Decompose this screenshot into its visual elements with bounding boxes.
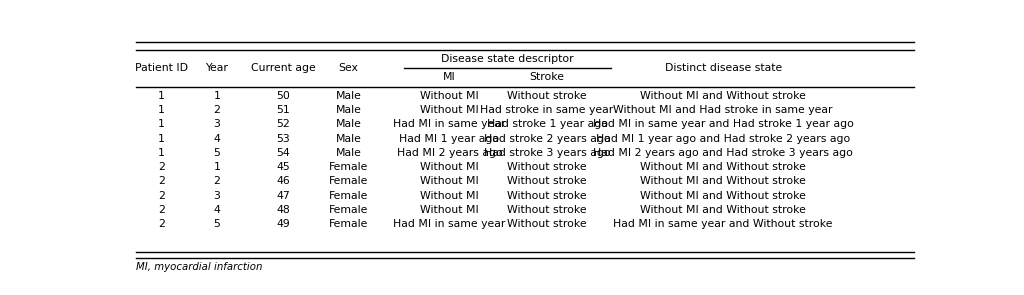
- Text: 1: 1: [158, 134, 165, 144]
- Text: Without MI and Without stroke: Without MI and Without stroke: [640, 176, 806, 186]
- Text: 1: 1: [158, 119, 165, 129]
- Text: 53: 53: [276, 134, 291, 144]
- Text: Without MI and Without stroke: Without MI and Without stroke: [640, 162, 806, 172]
- Text: Male: Male: [336, 148, 361, 158]
- Text: Without stroke: Without stroke: [507, 162, 587, 172]
- Text: 1: 1: [213, 162, 220, 172]
- Text: 51: 51: [276, 105, 291, 115]
- Text: Had MI 1 year ago and Had stroke 2 years ago: Had MI 1 year ago and Had stroke 2 years…: [596, 134, 850, 144]
- Text: Female: Female: [329, 191, 369, 201]
- Text: Had MI in same year: Had MI in same year: [393, 219, 506, 230]
- Text: Had stroke 1 year ago: Had stroke 1 year ago: [486, 119, 607, 129]
- Text: 3: 3: [213, 191, 220, 201]
- Text: Current age: Current age: [251, 63, 316, 73]
- Text: Disease state descriptor: Disease state descriptor: [441, 54, 573, 64]
- Text: Without stroke: Without stroke: [507, 91, 587, 101]
- Text: Year: Year: [206, 63, 228, 73]
- Text: Female: Female: [329, 219, 369, 230]
- Text: 2: 2: [158, 191, 165, 201]
- Text: 2: 2: [158, 219, 165, 230]
- Text: Male: Male: [336, 134, 361, 144]
- Text: Had MI 2 years ago: Had MI 2 years ago: [396, 148, 503, 158]
- Text: 1: 1: [213, 91, 220, 101]
- Text: 45: 45: [276, 162, 291, 172]
- Text: Female: Female: [329, 176, 369, 186]
- Text: Female: Female: [329, 205, 369, 215]
- Text: Had MI in same year: Had MI in same year: [393, 119, 506, 129]
- Text: 46: 46: [276, 176, 291, 186]
- Text: 47: 47: [276, 191, 291, 201]
- Text: Patient ID: Patient ID: [135, 63, 187, 73]
- Text: Without MI and Had stroke in same year: Without MI and Had stroke in same year: [613, 105, 833, 115]
- Text: 5: 5: [213, 219, 220, 230]
- Text: 54: 54: [276, 148, 291, 158]
- Text: Without MI: Without MI: [420, 205, 479, 215]
- Text: Sex: Sex: [339, 63, 358, 73]
- Text: 4: 4: [213, 205, 220, 215]
- Text: Had stroke 3 years ago: Had stroke 3 years ago: [483, 148, 610, 158]
- Text: Had stroke in same year: Had stroke in same year: [480, 105, 613, 115]
- Text: Had MI in same year and Had stroke 1 year ago: Had MI in same year and Had stroke 1 yea…: [593, 119, 854, 129]
- Text: Had stroke 2 years ago: Had stroke 2 years ago: [483, 134, 610, 144]
- Text: 3: 3: [213, 119, 220, 129]
- Text: MI, myocardial infarction: MI, myocardial infarction: [136, 262, 262, 272]
- Text: Without stroke: Without stroke: [507, 176, 587, 186]
- Text: Distinct disease state: Distinct disease state: [665, 63, 782, 73]
- Text: MI: MI: [443, 73, 456, 82]
- Text: Female: Female: [329, 162, 369, 172]
- Text: 5: 5: [213, 148, 220, 158]
- Text: Had MI 1 year ago: Had MI 1 year ago: [399, 134, 500, 144]
- Text: Without MI and Without stroke: Without MI and Without stroke: [640, 205, 806, 215]
- Text: Without stroke: Without stroke: [507, 219, 587, 230]
- Text: 4: 4: [213, 134, 220, 144]
- Text: 49: 49: [276, 219, 291, 230]
- Text: 50: 50: [276, 91, 291, 101]
- Text: Male: Male: [336, 105, 361, 115]
- Text: Had MI in same year and Without stroke: Had MI in same year and Without stroke: [613, 219, 833, 230]
- Text: Without MI: Without MI: [420, 91, 479, 101]
- Text: 1: 1: [158, 91, 165, 101]
- Text: 48: 48: [276, 205, 291, 215]
- Text: Without MI: Without MI: [420, 162, 479, 172]
- Text: 2: 2: [158, 162, 165, 172]
- Text: Male: Male: [336, 91, 361, 101]
- Text: Without stroke: Without stroke: [507, 191, 587, 201]
- Text: Without MI: Without MI: [420, 176, 479, 186]
- Text: Without MI: Without MI: [420, 191, 479, 201]
- Text: Had MI 2 years ago and Had stroke 3 years ago: Had MI 2 years ago and Had stroke 3 year…: [593, 148, 853, 158]
- Text: 2: 2: [158, 205, 165, 215]
- Text: 2: 2: [158, 176, 165, 186]
- Text: 1: 1: [158, 105, 165, 115]
- Text: 2: 2: [213, 105, 220, 115]
- Text: Male: Male: [336, 119, 361, 129]
- Text: 52: 52: [276, 119, 291, 129]
- Text: 2: 2: [213, 176, 220, 186]
- Text: Without stroke: Without stroke: [507, 205, 587, 215]
- Text: Without MI: Without MI: [420, 105, 479, 115]
- Text: Stroke: Stroke: [529, 73, 564, 82]
- Text: Without MI and Without stroke: Without MI and Without stroke: [640, 191, 806, 201]
- Text: 1: 1: [158, 148, 165, 158]
- Text: Without MI and Without stroke: Without MI and Without stroke: [640, 91, 806, 101]
